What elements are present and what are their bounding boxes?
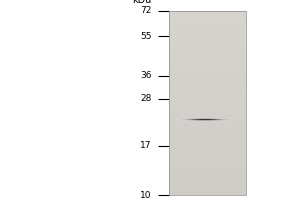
- Text: kDa: kDa: [132, 0, 152, 5]
- Text: 72: 72: [140, 6, 152, 15]
- Text: 17: 17: [140, 141, 152, 150]
- Bar: [169, 11, 246, 195]
- Text: 28: 28: [140, 94, 152, 103]
- Text: 55: 55: [140, 32, 152, 41]
- Text: 10: 10: [140, 190, 152, 199]
- Text: 36: 36: [140, 71, 152, 80]
